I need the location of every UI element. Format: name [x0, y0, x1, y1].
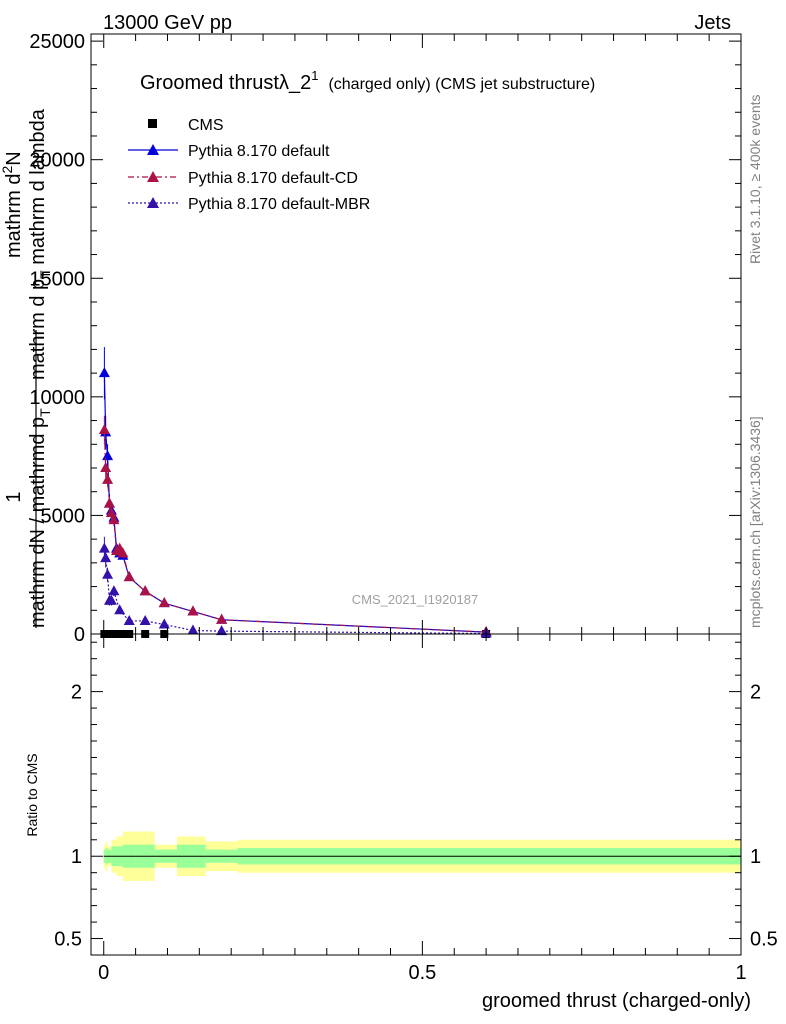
main-y-tick-label-4: 20000 — [29, 150, 85, 172]
series-3-point-4 — [105, 594, 117, 605]
legend-marker-pythia-default — [147, 144, 159, 155]
y-label-denominator: mathrm dN / mathrmd pT — [27, 408, 53, 628]
series-2-point-0 — [98, 424, 110, 435]
series-2-line — [103, 430, 487, 633]
ratio-y-tick-label-left-1: 1 — [71, 846, 82, 868]
ratio-y-tick-label-left-2: 2 — [71, 682, 82, 704]
y-label-numerator-line2: mathrm d pT mathrm d lambda — [27, 108, 53, 380]
ratio-y-tick-label-left-0: 0.5 — [54, 929, 82, 951]
series-2-point-1 — [100, 461, 112, 472]
series-2-point-13 — [216, 613, 228, 624]
legend-label-pythia-cd: Pythia 8.170 default-CD — [188, 170, 358, 187]
series-1-point-0 — [98, 367, 110, 378]
main-y-tick-label-2: 10000 — [29, 387, 85, 409]
y-label-prefix: 1 — [3, 491, 25, 502]
legend-marker-pythia-mbr — [147, 197, 159, 208]
legend: CMS Pythia 8.170 default Pythia 8.170 de… — [128, 117, 370, 213]
main-y-tick-label-3: 15000 — [29, 268, 85, 290]
series-3-point-10 — [187, 624, 199, 635]
plot-title-superscript: 1 — [311, 68, 318, 83]
series-3-point-11 — [216, 625, 228, 636]
ratio-plot-frame — [90, 633, 742, 956]
legend-entry-pythia-mbr: Pythia 8.170 default-MBR — [128, 196, 370, 213]
series-3-point-6 — [114, 604, 126, 615]
legend-marker-cms — [148, 119, 157, 128]
main-y-tick-label-1: 5000 — [41, 505, 86, 527]
series-2-point-8 — [117, 547, 129, 558]
ratio-plot-panel: 0.5 0.51 12 20 0.5 1 — [54, 633, 778, 984]
rivet-version-label: Rivet 3.1.10, ≥ 400k events — [747, 94, 763, 264]
legend-entry-pythia-default: Pythia 8.170 default — [128, 143, 330, 160]
legend-label-cms: CMS — [188, 117, 224, 134]
x-tick-label-2: 1 — [735, 962, 746, 984]
header-energy-label: 13000 GeV pp — [103, 12, 232, 34]
legend-entry-cms: CMS — [148, 117, 224, 134]
main-y-tick-label-0: 0 — [74, 624, 85, 646]
series-3-point-9 — [158, 618, 170, 629]
series-2-point-9 — [123, 571, 135, 582]
legend-marker-pythia-cd — [147, 171, 159, 182]
header-jets-label: Jets — [694, 12, 731, 34]
main-plot-panel: 0 5000 10000 15000 20000 25000 — [29, 31, 742, 646]
series-2-point-3 — [103, 497, 115, 508]
legend-label-pythia-mbr: Pythia 8.170 default-MBR — [188, 196, 370, 213]
series-3-point-0 — [98, 542, 110, 553]
main-y-axis-label: 1 mathrm dN / mathrmd pT mathrm d2N math… — [0, 108, 53, 628]
series-2-point-12 — [187, 605, 199, 616]
plot-subtitle: (charged only) (CMS jet substructure) — [328, 76, 595, 93]
series-3-point-5 — [108, 585, 120, 596]
plot-title: Groomed thrustλ_21(charged only) (CMS je… — [140, 68, 595, 94]
main-y-tick-label-5: 25000 — [29, 31, 85, 53]
series-3-point-8 — [139, 614, 151, 625]
x-tick-label-0: 0 — [98, 962, 109, 984]
legend-entry-pythia-cd: Pythia 8.170 default-CD — [128, 170, 358, 187]
series-1-point-2 — [102, 450, 114, 461]
ratio-y-tick-label-right-0: 0.5 — [750, 929, 778, 951]
analysis-watermark: CMS_2021_I1920187 — [352, 592, 479, 607]
series-3-point-2 — [102, 568, 114, 579]
series-2-point-11 — [158, 597, 170, 608]
series-3-point-7 — [123, 614, 135, 625]
x-axis-label: groomed thrust (charged-only) — [482, 990, 751, 1012]
series-2-point-10 — [139, 585, 151, 596]
series-2-point-2 — [102, 473, 114, 484]
series-2-point-5 — [108, 514, 120, 525]
ratio-y-axis-label: Ratio to CMS — [24, 753, 40, 836]
mcplots-source-label: mcplots.cern.ch [arXiv:1306.3436] — [747, 416, 763, 628]
x-tick-label-1: 0.5 — [408, 962, 436, 984]
series-3-point-1 — [100, 552, 112, 563]
ratio-y-tick-label-right-1: 1 — [750, 846, 761, 868]
legend-label-pythia-default: Pythia 8.170 default — [188, 143, 330, 160]
y-label-numerator: mathrm d2N — [0, 151, 25, 258]
ratio-y-tick-label-right-2: 2 — [750, 682, 761, 704]
